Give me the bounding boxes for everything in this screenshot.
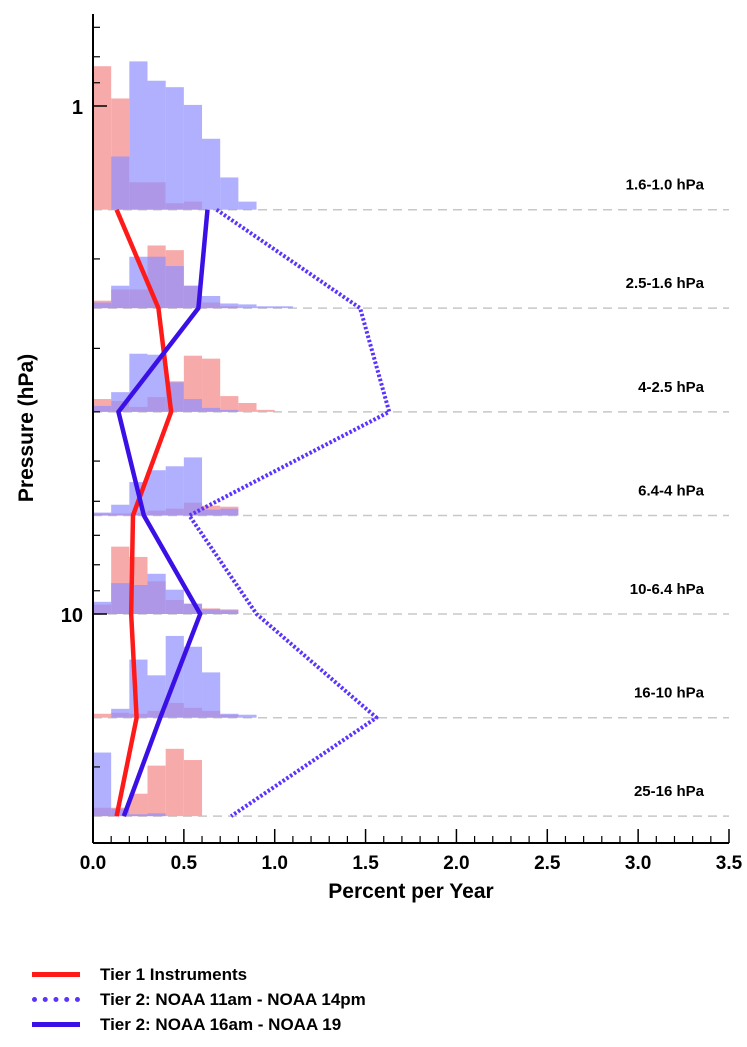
layer-label: 2.5-1.6 hPa bbox=[626, 275, 705, 292]
layer-label: 4-2.5 hPa bbox=[638, 379, 705, 396]
histogram-bar-tier2 bbox=[220, 713, 239, 718]
histogram-bar-tier2 bbox=[93, 512, 112, 516]
legend-swatch-tier2-dotted bbox=[32, 997, 80, 1002]
x-tick-label: 3.5 bbox=[716, 853, 743, 874]
histogram-bar-tier2 bbox=[147, 813, 166, 817]
histogram-bar-tier2 bbox=[165, 466, 184, 516]
series-line-1 bbox=[114, 208, 174, 817]
legend-swatch-tier1 bbox=[32, 972, 80, 977]
histogram-bar-tier2 bbox=[93, 302, 112, 309]
histogram-bar-tier2 bbox=[256, 306, 275, 309]
histogram-bar-tier2 bbox=[111, 808, 130, 817]
histogram-bar-tier2 bbox=[93, 405, 112, 412]
histogram-bar-tier2 bbox=[147, 80, 166, 210]
histogram-bar-tier2 bbox=[220, 409, 239, 412]
layer-label: 25-16 hPa bbox=[634, 783, 705, 800]
y-axis-title: Pressure (hPa) bbox=[15, 354, 38, 502]
histogram-bar-tier1 bbox=[183, 355, 203, 412]
histogram-bar-tier2 bbox=[183, 399, 203, 412]
histogram-bar-tier1 bbox=[93, 713, 112, 718]
histogram-bar-tier2 bbox=[202, 509, 221, 516]
histogram-bar-tier2 bbox=[93, 752, 112, 817]
legend-label-tier2-solid: Tier 2: NOAA 16am - NOAA 19 bbox=[100, 1014, 342, 1034]
histogram-bar-tier2 bbox=[129, 814, 148, 817]
x-tick-label: 0.5 bbox=[171, 853, 198, 874]
histogram-bar-tier2 bbox=[111, 583, 130, 614]
layer-label: 16-10 hPa bbox=[634, 685, 705, 702]
histogram-bar-tier2 bbox=[147, 573, 166, 614]
histogram-bar-tier2 bbox=[111, 285, 130, 309]
x-tick-label: 3.0 bbox=[625, 853, 651, 874]
histogram-bar-tier2 bbox=[220, 508, 239, 516]
histogram-bar-tier2 bbox=[111, 504, 130, 516]
histogram-bar-tier2 bbox=[165, 589, 184, 614]
histogram-bar-tier2 bbox=[202, 138, 221, 210]
x-axis-title: Percent per Year bbox=[328, 880, 493, 903]
histogram-bar-tier2 bbox=[111, 708, 130, 718]
histogram-bar-tier2 bbox=[111, 156, 130, 210]
histogram-bar-tier2 bbox=[147, 470, 166, 516]
histogram-bar-tier2 bbox=[165, 87, 184, 210]
legend-item: Tier 2: NOAA 16am - NOAA 19 bbox=[32, 1012, 366, 1037]
histogram-bar-tier2 bbox=[183, 457, 203, 516]
x-tick-label: 0.0 bbox=[80, 853, 106, 874]
histogram-bar-tier2 bbox=[274, 306, 293, 309]
histogram-bar-tier2 bbox=[202, 672, 221, 718]
x-tick-label: 2.0 bbox=[443, 853, 469, 874]
series-line-2 bbox=[187, 208, 392, 818]
histogram-bar-tier2 bbox=[220, 303, 239, 309]
y-tick-label: 10 bbox=[61, 605, 83, 627]
histogram-bar-tier2 bbox=[183, 104, 203, 210]
legend-item: Tier 1 Instruments bbox=[32, 962, 366, 987]
series-line-3 bbox=[116, 209, 210, 817]
x-tick-label: 1.5 bbox=[352, 853, 379, 874]
layer-label: 6.4-4 hPa bbox=[638, 483, 705, 500]
histogram-bar-tier1 bbox=[129, 793, 148, 817]
histogram-bar-tier1 bbox=[147, 765, 166, 817]
histogram-bar-tier2 bbox=[202, 407, 221, 412]
histogram-bar-tier2 bbox=[220, 177, 239, 210]
histogram-bar-tier2 bbox=[220, 610, 239, 614]
histogram-bar-tier2 bbox=[238, 714, 257, 718]
layer-label: 10-6.4 hPa bbox=[630, 581, 705, 598]
histogram-bar-tier1 bbox=[256, 409, 275, 412]
histogram-bar-tier2 bbox=[202, 609, 221, 614]
histogram-bar-tier1 bbox=[238, 402, 257, 412]
y-tick-label: 1 bbox=[72, 97, 83, 119]
histogram-bar-tier2 bbox=[183, 646, 203, 718]
legend: Tier 1 Instruments Tier 2: NOAA 11am - N… bbox=[32, 962, 366, 1037]
layer-label: 1.6-1.0 hPa bbox=[626, 177, 705, 194]
x-tick-label: 2.5 bbox=[534, 853, 561, 874]
histogram-bar-tier2 bbox=[238, 304, 257, 309]
legend-label-tier1: Tier 1 Instruments bbox=[100, 964, 248, 984]
histogram-bar-tier1 bbox=[165, 748, 184, 817]
legend-item: Tier 2: NOAA 11am - NOAA 14pm bbox=[32, 987, 366, 1012]
x-tick-label: 1.0 bbox=[262, 853, 288, 874]
histogram-bar-tier2 bbox=[147, 675, 166, 718]
histogram-bar-tier2 bbox=[238, 201, 257, 210]
histogram-bar-tier1 bbox=[220, 396, 239, 412]
legend-swatch-tier2-solid bbox=[32, 1022, 80, 1027]
histogram-bar-tier2 bbox=[183, 603, 203, 614]
histogram-bar-tier1 bbox=[183, 760, 203, 817]
histogram-bar-tier2 bbox=[129, 585, 148, 614]
legend-label-tier2-dotted: Tier 2: NOAA 11am - NOAA 14pm bbox=[100, 989, 366, 1009]
histogram-bar-tier2 bbox=[93, 601, 112, 614]
histogram-bar-tier1 bbox=[202, 358, 221, 412]
histogram-bar-tier2 bbox=[202, 295, 221, 309]
histogram-bar-tier2 bbox=[129, 61, 148, 210]
histogram-bar-tier2 bbox=[165, 266, 184, 309]
histogram-bar-tier1 bbox=[93, 66, 112, 210]
